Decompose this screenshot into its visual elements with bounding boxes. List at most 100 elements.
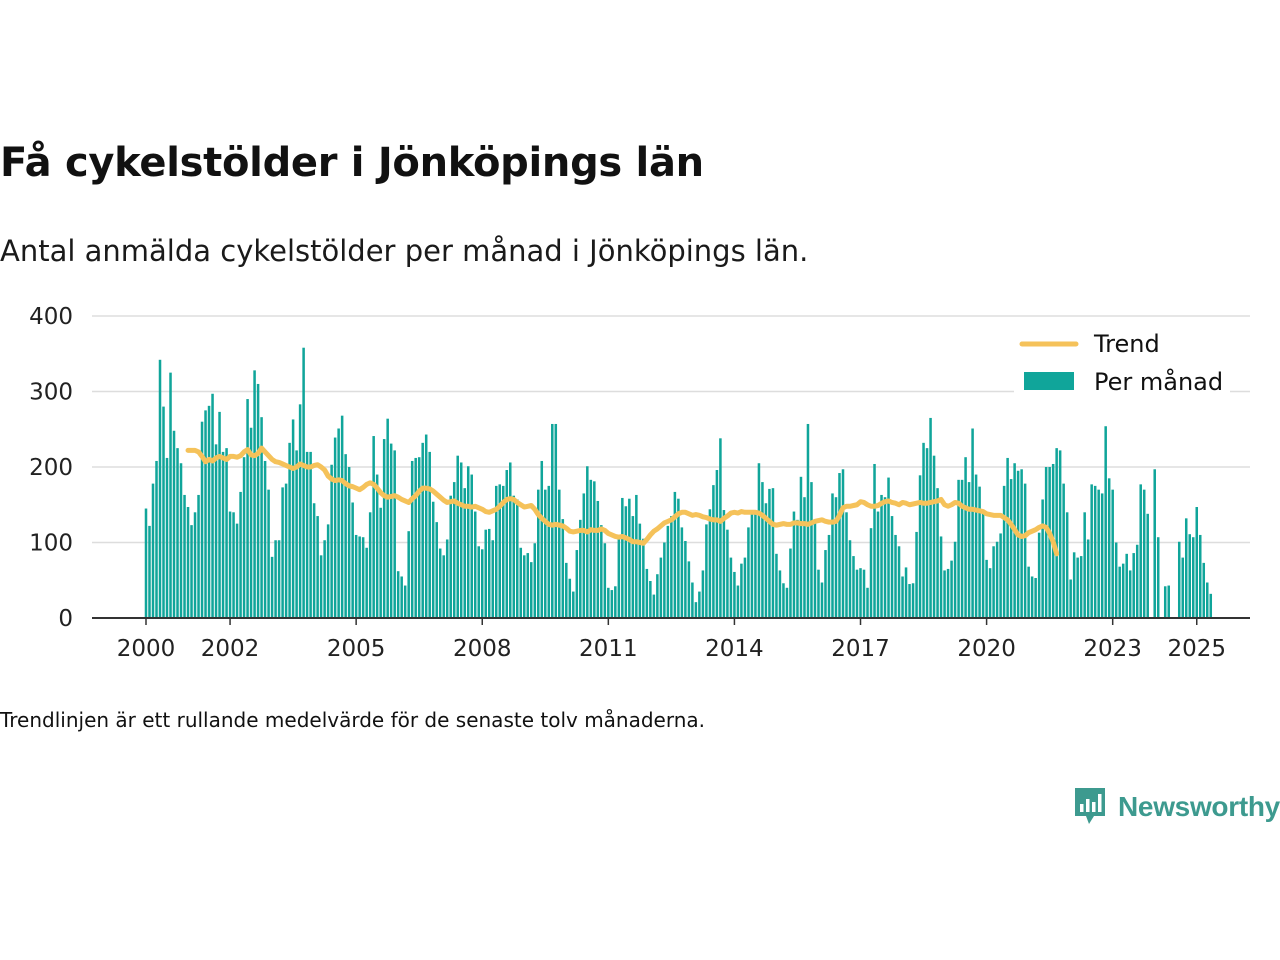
monthly-bar: [796, 519, 799, 618]
monthly-bar: [726, 529, 729, 618]
monthly-bar: [792, 511, 796, 618]
monthly-bar: [848, 540, 852, 618]
monthly-bar: [645, 568, 649, 618]
monthly-bar: [1198, 534, 1202, 618]
monthly-bar: [1156, 537, 1160, 618]
monthly-bar: [610, 590, 614, 618]
monthly-bar: [526, 553, 530, 618]
monthly-bar: [431, 501, 435, 618]
monthly-bike-theft-chart: 0 100 200 300 400 2000 2002 2005 2008 2011 2014 201…: [29, 304, 1250, 662]
monthly-bar: [473, 511, 477, 618]
monthly-bar: [1058, 450, 1062, 618]
monthly-bar: [806, 423, 810, 618]
monthly-bar: [890, 516, 894, 618]
monthly-bar: [193, 512, 197, 618]
monthly-bar: [607, 587, 610, 618]
monthly-bar: [929, 417, 932, 618]
monthly-bar: [635, 494, 638, 618]
monthly-bar: [225, 448, 228, 619]
monthly-bar: [333, 437, 337, 618]
monthly-bar: [621, 497, 624, 618]
monthly-bar: [764, 503, 768, 618]
monthly-bar: [523, 555, 526, 618]
monthly-bar: [277, 540, 281, 618]
monthly-bar: [981, 510, 985, 618]
monthly-bar: [368, 512, 372, 618]
monthly-bar: [799, 476, 803, 618]
monthly-bar: [221, 451, 225, 618]
monthly-bar: [992, 546, 995, 618]
monthly-bar: [995, 541, 999, 618]
monthly-bar: [1132, 553, 1135, 618]
monthly-bar: [911, 583, 915, 618]
monthly-bar: [579, 519, 582, 618]
monthly-bar: [572, 591, 575, 618]
monthly-bar: [291, 419, 295, 618]
monthly-bar: [582, 493, 586, 618]
monthly-bar: [568, 578, 572, 618]
monthly-bar: [172, 430, 176, 618]
trend-line: [185, 445, 1060, 557]
monthly-bar: [642, 538, 645, 618]
monthly-bar: [267, 489, 270, 618]
monthly-bar: [403, 585, 407, 618]
monthly-bar: [761, 482, 764, 618]
monthly-bar: [179, 463, 183, 618]
monthly-bar: [148, 525, 151, 618]
monthly-bar: [789, 548, 792, 618]
monthly-bar: [561, 519, 565, 618]
monthly-bar: [680, 527, 684, 618]
monthly-bar: [673, 491, 677, 618]
monthly-bar: [887, 477, 890, 618]
monthly-bar: [736, 585, 740, 618]
monthly-bar: [396, 571, 400, 618]
monthly-bar: [1184, 518, 1188, 618]
monthly-bar: [151, 483, 155, 618]
monthly-bar: [407, 531, 410, 618]
newsworthy-logo-icon: [1075, 788, 1105, 824]
monthly-bar: [1100, 493, 1104, 618]
monthly-bar: [757, 463, 761, 618]
footnote: Trendlinjen är ett rullande medelvärde f…: [0, 708, 706, 732]
monthly-bar: [1135, 544, 1139, 618]
monthly-bar: [421, 442, 424, 618]
monthly-bar: [747, 527, 750, 618]
y-tick-label: 400: [29, 304, 73, 330]
legend-bars-swatch: [1024, 372, 1074, 390]
monthly-bar: [554, 423, 558, 618]
monthly-bar: [652, 594, 656, 618]
monthly-bar: [155, 460, 158, 618]
monthly-bar: [389, 443, 393, 618]
x-tick-label: 2008: [453, 636, 512, 662]
monthly-bar: [656, 574, 659, 618]
axes: 0 100 200 300 400 2000 2002 2005 2008 2011 2014 201…: [29, 304, 1250, 662]
monthly-bar: [1209, 593, 1213, 618]
monthly-bar: [1118, 566, 1121, 618]
legend-bars-label: Per månad: [1094, 367, 1223, 396]
monthly-bar: [596, 500, 600, 618]
monthly-bar: [361, 537, 365, 618]
monthly-bar: [712, 485, 715, 618]
monthly-bar: [603, 543, 607, 618]
monthly-bar: [624, 506, 628, 618]
monthly-bar: [974, 474, 978, 618]
monthly-bar: [186, 507, 190, 618]
monthly-bar: [880, 494, 883, 618]
monthly-bar: [204, 410, 207, 619]
x-tick-label: 2000: [117, 636, 176, 662]
monthly-bar: [509, 462, 512, 618]
monthly-bar: [1041, 499, 1044, 618]
monthly-bar: [1048, 467, 1051, 618]
monthly-bar: [449, 495, 452, 618]
monthly-bar: [894, 534, 897, 618]
monthly-bar: [820, 582, 824, 618]
monthly-bar: [410, 460, 414, 618]
y-tick-label: 100: [29, 531, 73, 557]
monthly-bar: [340, 415, 344, 618]
monthly-bar: [810, 482, 813, 618]
monthly-bar: [491, 540, 495, 618]
monthly-bar: [386, 418, 389, 618]
monthly-bar: [936, 488, 939, 618]
monthly-bar: [501, 485, 505, 619]
y-tick-label: 0: [58, 606, 73, 632]
